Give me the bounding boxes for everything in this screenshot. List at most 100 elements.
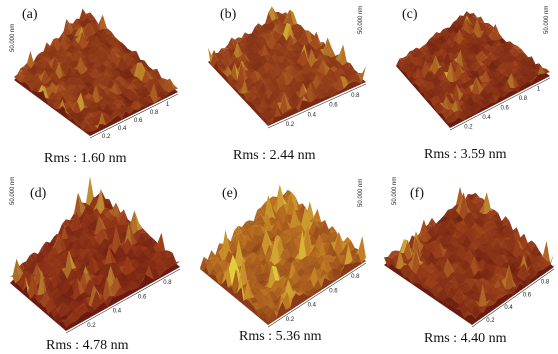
surface-facet (460, 89, 468, 95)
surface-facet (439, 61, 446, 69)
surface-facet (531, 271, 540, 277)
surface-facet (98, 277, 107, 303)
surface-facet (152, 232, 162, 253)
surface-facet (41, 69, 49, 85)
surface-facet (466, 42, 473, 50)
surface-facet (510, 66, 519, 75)
surface-facet (477, 16, 485, 23)
surface-facet (257, 281, 265, 288)
surface-facet (114, 82, 123, 96)
surface-facet (419, 269, 428, 279)
surface-facet (215, 270, 223, 284)
surface-facet (261, 39, 269, 48)
surface-facet (455, 256, 463, 262)
surface-facet (338, 65, 347, 71)
surface-facet (88, 212, 96, 223)
surface-facet (132, 280, 141, 285)
surface-facet (153, 77, 162, 82)
surface-facet (350, 69, 359, 75)
surface-facet (91, 108, 100, 112)
surface-facet (138, 92, 146, 98)
surface-facet (156, 232, 166, 253)
surface-facet (462, 86, 470, 90)
surface-facet (99, 100, 108, 111)
surface-facet (68, 250, 77, 270)
surface-facet (108, 276, 117, 292)
surface-facet (435, 55, 443, 69)
surface-facet (274, 58, 282, 64)
surface-facet (15, 278, 22, 285)
surface-facet (486, 283, 494, 289)
surface-facet (293, 83, 301, 90)
surface-facet (447, 217, 456, 225)
surface-facet (255, 23, 262, 32)
surface-facet (84, 239, 93, 249)
surface-facet (260, 55, 268, 65)
surface-facet (122, 75, 130, 80)
surface-facet (522, 66, 531, 74)
surface-facet (77, 297, 86, 304)
surface-facet (80, 57, 88, 73)
surface-facet (516, 254, 524, 270)
surface-facet (470, 16, 478, 27)
surface-facet (264, 195, 272, 223)
surface-facet (53, 283, 61, 290)
surface-facet (291, 69, 299, 75)
surface-facet (76, 118, 84, 123)
surface-facet (232, 82, 240, 88)
surface-facet (431, 266, 440, 273)
surface-facet (431, 257, 440, 265)
surface-facet (103, 218, 111, 230)
surface-facet (486, 279, 494, 284)
surface-facet (423, 274, 432, 287)
surface-facet (228, 37, 235, 51)
surface-facet (76, 307, 84, 318)
surface-facet (462, 39, 470, 44)
surface-facet (55, 275, 63, 284)
surface-facet (319, 88, 327, 94)
surface-facet (40, 51, 48, 56)
surface-facet (513, 69, 522, 76)
surface-facet (58, 99, 67, 111)
surface-facet (95, 110, 103, 114)
surface-facet (86, 278, 95, 285)
surface-facet (84, 279, 93, 296)
surface-facet (256, 223, 264, 227)
surface-facet (509, 47, 517, 57)
surface-facet (423, 244, 432, 251)
surface-facet (443, 278, 452, 282)
surface-facet (142, 87, 150, 98)
surface-facet (250, 93, 258, 102)
surface-facet (493, 276, 502, 284)
surface-facet (83, 248, 92, 254)
surface-facet (30, 50, 38, 65)
surface-facet (460, 49, 468, 69)
surface-facet (423, 92, 430, 100)
surface-facet (290, 44, 298, 52)
surface-facet (413, 78, 420, 84)
surface-facet (83, 18, 91, 27)
surface-facet (227, 74, 234, 85)
surface-facet (210, 260, 218, 269)
surface-facet (428, 71, 435, 76)
surface-facet (525, 68, 534, 76)
surface-facet (258, 23, 266, 32)
surface-facet (220, 259, 228, 274)
surface-facet (499, 81, 508, 91)
surface-facet (85, 23, 93, 37)
surface-facet (294, 280, 303, 288)
surface-facet (508, 56, 517, 62)
surface-facet (84, 212, 93, 221)
surface-facet (24, 82, 32, 85)
surface-facet (67, 269, 75, 281)
surface-facet (333, 69, 342, 81)
surface-facet (45, 295, 53, 315)
surface-facet (539, 261, 547, 271)
surface-facet (245, 220, 254, 227)
surface-facet (106, 222, 115, 230)
surface-facet (456, 15, 464, 25)
surface-facet (37, 58, 45, 63)
surface-facet (455, 273, 463, 283)
surface-facet (343, 236, 352, 244)
surface-facet (75, 43, 83, 50)
